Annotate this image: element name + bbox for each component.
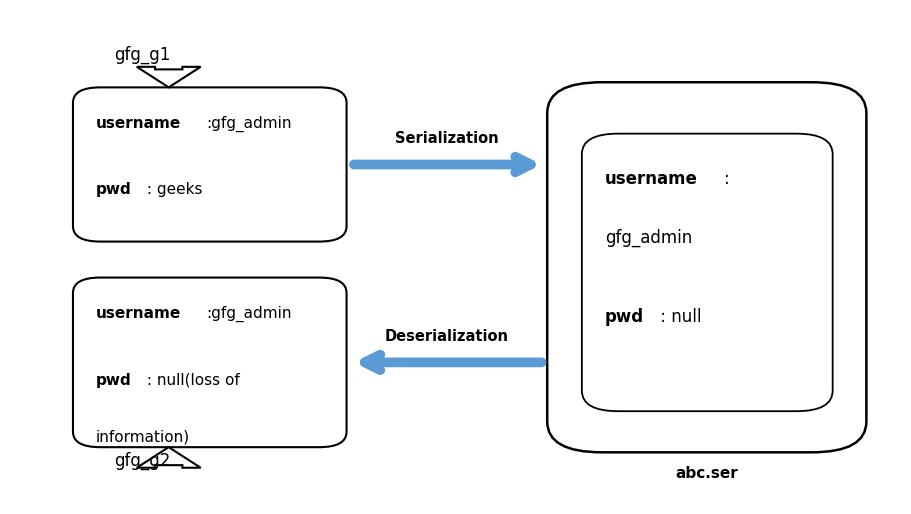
Text: gfg_admin: gfg_admin [604, 229, 691, 247]
Text: username: username [96, 306, 180, 321]
FancyBboxPatch shape [581, 134, 832, 411]
Text: information): information) [96, 429, 189, 444]
Text: username: username [604, 170, 697, 188]
Text: gfg_g2: gfg_g2 [114, 452, 170, 470]
FancyBboxPatch shape [547, 82, 865, 452]
Text: Deserialization: Deserialization [384, 329, 508, 344]
Text: pwd: pwd [96, 373, 131, 388]
Text: Serialization: Serialization [394, 132, 498, 146]
Text: :: : [723, 170, 730, 188]
Text: :gfg_admin: :gfg_admin [206, 116, 291, 132]
Polygon shape [137, 67, 200, 87]
Text: username: username [96, 116, 180, 131]
Text: gfg_g1: gfg_g1 [114, 46, 170, 64]
Polygon shape [137, 447, 200, 468]
Text: :gfg_admin: :gfg_admin [206, 306, 291, 322]
Text: : geeks: : geeks [142, 182, 202, 197]
Text: pwd: pwd [96, 182, 131, 197]
Text: abc.ser: abc.ser [675, 466, 737, 481]
Text: pwd: pwd [604, 308, 643, 326]
FancyBboxPatch shape [73, 87, 346, 242]
Text: : null: : null [654, 308, 701, 326]
Text: : null(loss of: : null(loss of [142, 373, 240, 388]
FancyBboxPatch shape [73, 278, 346, 447]
